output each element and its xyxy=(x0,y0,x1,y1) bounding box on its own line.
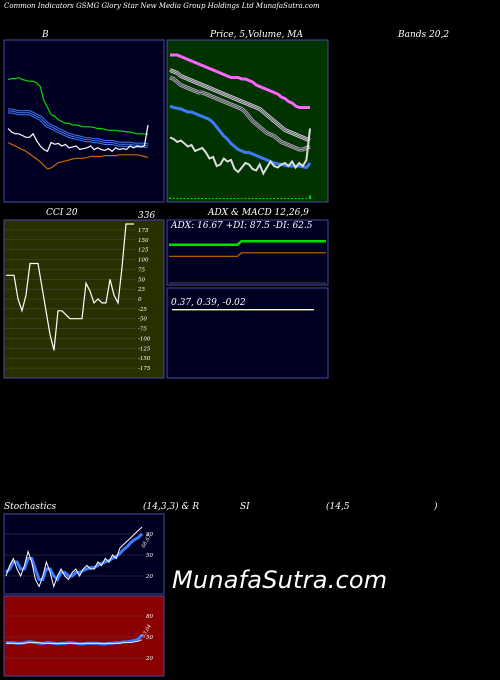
cci-tick-label: 175 xyxy=(138,228,149,234)
volume-bar xyxy=(273,198,276,199)
cci-tick-label: -175 xyxy=(138,366,151,372)
stochastics-fast-line xyxy=(5,526,143,589)
volume-bar xyxy=(262,198,265,199)
volume-bar xyxy=(309,195,311,199)
volume-bar xyxy=(222,198,225,199)
watermark-text: MunafaSutra.com xyxy=(172,566,388,594)
cci-tick-label: 150 xyxy=(138,238,149,244)
volume-bar xyxy=(280,198,283,199)
stochastics-tick-label: 80 xyxy=(146,532,153,538)
rsi-ma-line xyxy=(6,639,143,644)
rsi-panel xyxy=(3,595,165,677)
stochastics-tick-label: 20 xyxy=(145,574,153,580)
volume-bar xyxy=(244,197,247,199)
volume-bar xyxy=(305,198,308,199)
volume-bar xyxy=(294,198,297,199)
bollinger-lower-line xyxy=(7,141,149,170)
volume-bar xyxy=(247,198,250,199)
stochastics-title: Stochastics xyxy=(4,502,57,512)
volume-bar xyxy=(240,198,243,199)
macd-values: 0.37, 0.39, -0.02 xyxy=(171,298,246,308)
bollinger-upper-line xyxy=(7,77,149,136)
cci-tick-label: 100 xyxy=(138,258,149,264)
volume-bar xyxy=(194,198,197,199)
stochastics-tick-label: 50 xyxy=(146,553,153,559)
rsi-tick-label: 50 xyxy=(146,635,153,641)
cci-tick-label: 125 xyxy=(138,248,149,254)
stochastics-slow-line xyxy=(4,532,144,582)
volume-bar xyxy=(186,198,189,199)
cci-tick-label: -50 xyxy=(138,317,147,323)
rsi-params: (14,5 xyxy=(326,502,350,512)
rsi-tick-label: 80 xyxy=(146,614,153,620)
adx-minus-di-line xyxy=(169,252,326,257)
volume-bar xyxy=(190,198,193,199)
volume-bar xyxy=(169,197,171,199)
cci-tick-label: -100 xyxy=(138,336,151,342)
volume-bar xyxy=(183,198,186,199)
volume-bar xyxy=(215,197,218,199)
volume-bar xyxy=(258,198,261,199)
price-ma-price-line xyxy=(169,128,311,176)
price-ma-title: Price, 5,Volume, MA xyxy=(210,30,303,40)
volume-bar xyxy=(233,198,236,199)
volume-bar xyxy=(208,198,211,199)
bollinger-panel xyxy=(3,39,165,203)
header-text: Common Indicators GSMG Glory Star New Me… xyxy=(4,2,320,10)
volume-bar xyxy=(251,198,254,199)
volume-bar xyxy=(226,198,229,199)
adx-macd-title: ADX & MACD 12,26,9 xyxy=(208,208,309,218)
cci-line xyxy=(6,223,134,351)
bollinger-title-right: Bands 20,2 xyxy=(398,30,450,40)
cci-tick-label: 50 xyxy=(138,277,145,283)
cci-tick-label: -150 xyxy=(138,356,151,362)
stochastics-params: (14,3,3) & R xyxy=(143,502,200,512)
volume-bar xyxy=(269,198,272,199)
volume-bar xyxy=(265,198,268,199)
adx-values: ADX: 16.67 +DI: 87.5 -DI: 62.5 xyxy=(171,221,313,231)
price-ma-panel xyxy=(166,39,329,203)
bollinger-middle-line xyxy=(8,110,149,147)
volume-bar xyxy=(204,198,207,199)
adx-plus-di-line xyxy=(169,239,326,246)
bollinger-title: B xyxy=(42,30,49,40)
bollinger-price-line xyxy=(7,124,149,153)
cci-tick-label: -125 xyxy=(138,346,151,352)
volume-bar xyxy=(201,198,204,199)
cci-tick-label: -75 xyxy=(138,327,147,333)
rsi-tick-label: 20 xyxy=(145,656,153,662)
rsi-params-end: ) xyxy=(434,502,438,512)
rsi-title: SI xyxy=(240,502,250,512)
stochastics-panel xyxy=(3,513,165,595)
volume-bar xyxy=(176,198,179,199)
cci-tick-label: 75 xyxy=(138,267,145,273)
cci-title: CCI 20 xyxy=(46,208,78,218)
price-ma-ma_long-line xyxy=(170,53,310,109)
cci-tick-label: -25 xyxy=(138,307,147,313)
volume-bar xyxy=(283,198,286,199)
volume-bar xyxy=(172,198,175,199)
volume-bar xyxy=(197,197,200,199)
price-ma-ma_mid-line xyxy=(169,69,311,141)
price-ma-ma_short-line xyxy=(169,77,311,150)
volume-bar xyxy=(179,197,182,199)
volume-bar xyxy=(212,198,215,199)
cci-tick-label: 0 xyxy=(138,297,142,303)
macd-panel xyxy=(166,287,329,379)
volume-bar xyxy=(291,198,294,199)
volume-bar xyxy=(230,198,233,199)
cci-last-label: 336 xyxy=(138,211,156,221)
volume-bar xyxy=(298,198,301,199)
volume-bar xyxy=(219,198,222,199)
volume-bar xyxy=(301,198,304,199)
volume-bar xyxy=(237,198,240,199)
volume-bar xyxy=(287,198,290,199)
volume-bar xyxy=(276,198,279,199)
volume-bar xyxy=(255,198,258,199)
cci-tick-label: 25 xyxy=(137,287,145,293)
